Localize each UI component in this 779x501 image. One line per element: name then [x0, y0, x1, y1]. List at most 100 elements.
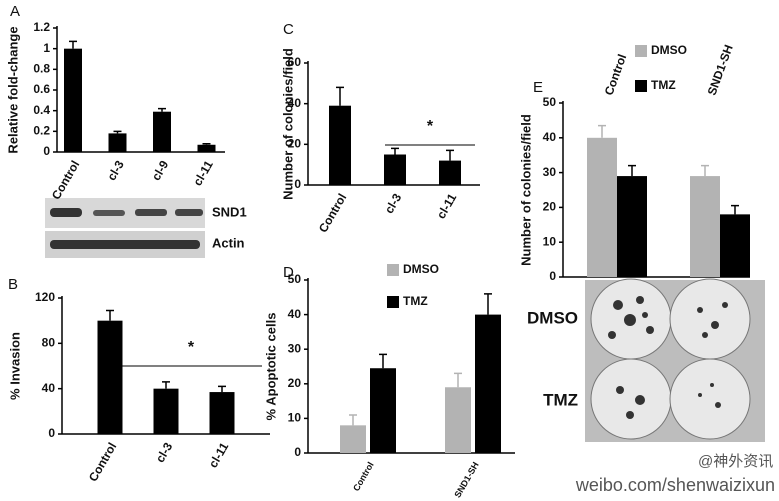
error-bar — [454, 372, 462, 388]
y-tick-label: 20 — [288, 137, 302, 151]
x-tick-label: Control — [316, 191, 349, 235]
bar — [97, 320, 123, 434]
y-axis-label: Number of colonies/field — [280, 48, 295, 200]
bar — [153, 388, 179, 434]
panel-label: A — [10, 3, 20, 20]
bar — [197, 144, 216, 152]
y-tick-label: 50 — [288, 272, 302, 286]
bar — [340, 425, 366, 453]
y-tick-label: 0.8 — [33, 62, 50, 76]
x-tick-label: Control — [49, 158, 82, 202]
x-tick-label: cl-9 — [149, 158, 172, 183]
error-bar — [106, 309, 114, 321]
y-tick-label: 40 — [42, 381, 56, 395]
y-tick-label: 30 — [288, 341, 302, 355]
x-tick-label: cl-11 — [434, 191, 460, 221]
error-bar — [69, 40, 77, 49]
x-tick-label: cl-11 — [190, 158, 216, 188]
bar — [690, 176, 720, 277]
error-bar — [336, 86, 344, 106]
blot-label: Actin — [212, 235, 245, 250]
panel-label: E — [533, 79, 543, 96]
error-bar — [628, 164, 636, 177]
y-tick-label: 1 — [43, 41, 50, 55]
y-tick-label: 0.4 — [33, 103, 50, 117]
y-tick-label: 0.6 — [33, 82, 50, 96]
western-blot — [45, 198, 205, 258]
bar — [720, 214, 750, 277]
y-tick-label: 1.2 — [33, 20, 50, 34]
legend-swatch — [635, 80, 647, 92]
error-bar — [202, 142, 211, 145]
error-bar — [162, 381, 170, 389]
error-bar — [113, 130, 122, 134]
error-bar — [701, 164, 709, 177]
y-axis-label: Number of colonies/field — [518, 114, 533, 266]
y-axis-label: % Apoptotic cells — [263, 313, 278, 421]
y-tick-label: 40 — [288, 96, 302, 110]
y-axis-label: % Invasion — [7, 332, 22, 400]
bar — [153, 111, 171, 152]
y-tick-label: 20 — [288, 376, 302, 390]
bar — [370, 368, 396, 453]
y-tick-label: 30 — [543, 165, 557, 179]
panel-label: D — [283, 264, 294, 281]
y-tick-label: 0 — [549, 269, 556, 283]
x-tick-label: cl-3 — [104, 158, 127, 183]
error-bar — [349, 414, 357, 426]
x-tick-label: cl-3 — [153, 440, 176, 465]
bar — [617, 176, 647, 277]
error-bar — [391, 147, 399, 155]
y-tick-label: 10 — [288, 411, 302, 425]
watermark-url: weibo.com/shenwaizixun — [575, 475, 775, 495]
error-bar — [731, 204, 739, 215]
error-bar — [484, 293, 492, 315]
bar — [64, 48, 82, 152]
legend-swatch — [387, 296, 399, 308]
y-tick-label: 120 — [35, 290, 55, 304]
y-tick-label: 0.2 — [33, 124, 50, 138]
bar — [587, 137, 617, 277]
legend-swatch — [387, 264, 399, 276]
plate-label: DMSO — [527, 308, 578, 327]
x-tick-label: cl-3 — [382, 191, 405, 216]
colony-plates — [585, 278, 765, 442]
error-bar — [158, 107, 166, 112]
bar — [445, 387, 471, 453]
error-bar — [379, 353, 387, 369]
bar — [329, 105, 351, 185]
y-tick-label: 0 — [48, 426, 55, 440]
error-bar — [598, 124, 606, 138]
plate-label: TMZ — [543, 390, 578, 409]
bar — [439, 160, 461, 185]
blot-label: SND1 — [212, 204, 247, 219]
legend-label: DMSO — [403, 262, 439, 276]
bar — [108, 133, 127, 152]
bar — [209, 392, 235, 434]
error-bar — [218, 385, 226, 393]
y-tick-label: 0 — [294, 177, 301, 191]
error-bar — [446, 149, 454, 161]
y-tick-label: 0 — [43, 144, 50, 158]
y-tick-label: 0 — [294, 445, 301, 459]
x-tick-label: SND1-SH — [452, 460, 480, 499]
y-tick-label: 60 — [288, 55, 302, 69]
y-tick-label: 10 — [543, 234, 557, 248]
y-tick-label: 40 — [543, 130, 557, 144]
legend-label: TMZ — [651, 78, 676, 92]
bar — [384, 154, 406, 185]
x-tick-label: Control — [351, 460, 376, 493]
y-tick-label: 50 — [543, 95, 557, 109]
x-tick-label: SND1-SH — [705, 43, 736, 97]
bar — [475, 314, 501, 453]
significance-mark: * — [188, 339, 195, 356]
legend-label: TMZ — [403, 294, 428, 308]
y-tick-label: 80 — [42, 336, 56, 350]
x-tick-label: cl-11 — [206, 440, 232, 470]
legend-swatch — [635, 45, 647, 57]
significance-mark: * — [427, 118, 434, 135]
legend-label: DMSO — [651, 43, 687, 57]
x-tick-label: Control — [602, 52, 630, 97]
